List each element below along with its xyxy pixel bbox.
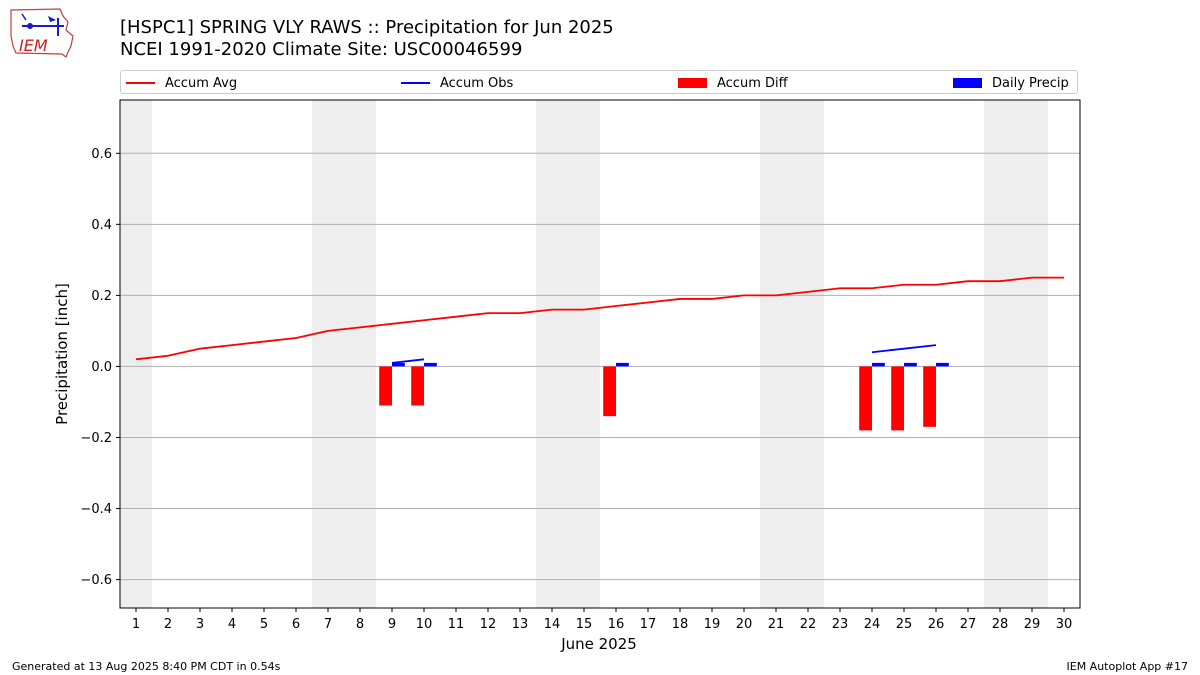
y-gridlines: [120, 152, 1080, 581]
plot-frame: [119, 99, 1081, 609]
y-tick-label: −0.2: [80, 431, 112, 446]
accum-avg-line: [135, 276, 1064, 361]
weekend-shade-day-8: [344, 100, 376, 608]
generated-timestamp: Generated at 13 Aug 2025 8:40 PM CDT in …: [12, 660, 281, 673]
weekend-shade-day-7: [312, 100, 344, 608]
daily-precip-bar-day-25: [904, 362, 917, 367]
daily-precip-bar-day-16: [616, 362, 629, 367]
x-tick-label: 27: [960, 617, 977, 632]
x-tick-label: 20: [736, 617, 753, 632]
chart-title: [HSPC1] SPRING VLY RAWS :: Precipitation…: [120, 17, 614, 38]
weekend-shading: [120, 100, 1048, 608]
legend-item-daily-precip: Daily Precip: [953, 74, 1069, 92]
legend-item-accum-obs: Accum Obs: [401, 74, 513, 92]
daily-precip-bar-day-10: [424, 362, 437, 367]
weekend-shade-day-1: [120, 100, 152, 608]
legend-item-accum-avg: Accum Avg: [126, 74, 237, 92]
x-tick-label: 4: [228, 617, 236, 632]
accum-diff-bar-day-9: [379, 366, 392, 406]
y-tick-label: −0.6: [80, 573, 112, 588]
x-axis-label: June 2025: [560, 635, 637, 653]
legend-swatch-accum-obs: [401, 82, 430, 84]
legend-label-accum-avg: Accum Avg: [165, 75, 238, 91]
accum-diff-bar-day-10: [411, 366, 424, 406]
y-axis-ticks: −0.6 −0.4 −0.2 0.0 0.2 0.4 0.6: [80, 147, 120, 588]
x-tick-label: 5: [260, 617, 268, 632]
accum-obs-line-segment-1: [391, 358, 425, 364]
chart-legend: Accum Avg Accum Obs Accum Diff Daily Pre…: [120, 70, 1078, 94]
x-tick-label: 11: [448, 617, 465, 632]
x-tick-label: 29: [1024, 617, 1041, 632]
daily-precip-bar-day-26: [936, 362, 949, 367]
weekend-shade-day-22: [792, 100, 824, 608]
legend-item-accum-diff: Accum Diff: [678, 74, 788, 92]
legend-label-accum-diff: Accum Diff: [717, 75, 788, 91]
x-tick-label: 16: [608, 617, 625, 632]
legend-label-accum-obs: Accum Obs: [440, 75, 514, 91]
x-tick-label: 17: [640, 617, 657, 632]
legend-swatch-accum-avg: [126, 82, 155, 84]
iem-logo: IEM: [10, 8, 74, 58]
line-marks: [135, 276, 1064, 364]
x-tick-label: 2: [164, 617, 172, 632]
y-axis-label: Precipitation [inch]: [53, 283, 71, 425]
x-tick-label: 25: [896, 617, 913, 632]
x-tick-label: 21: [768, 617, 785, 632]
daily-precip-bar-day-9: [392, 362, 405, 367]
y-tick-label: 0.2: [91, 289, 112, 304]
x-tick-label: 23: [832, 617, 849, 632]
x-tick-label: 9: [388, 617, 396, 632]
x-tick-label: 22: [800, 617, 817, 632]
legend-swatch-daily-precip: [953, 78, 982, 88]
y-tick-label: 0.4: [91, 218, 112, 233]
legend-swatch-accum-diff: [678, 78, 707, 88]
y-tick-label: −0.4: [80, 502, 112, 517]
x-tick-label: 30: [1056, 617, 1073, 632]
x-tick-label: 7: [324, 617, 332, 632]
x-tick-label: 18: [672, 617, 689, 632]
accum-diff-bar-day-26: [923, 366, 936, 427]
app-credit: IEM Autoplot App #17: [1066, 660, 1189, 673]
x-tick-label: 15: [576, 617, 593, 632]
accum-diff-bar-day-25: [891, 366, 904, 431]
accum-obs-line-segment-2: [871, 344, 937, 354]
logo-text: IEM: [19, 36, 48, 55]
x-tick-label: 26: [928, 617, 945, 632]
x-tick-label: 28: [992, 617, 1009, 632]
weekend-shade-day-21: [760, 100, 792, 608]
x-tick-label: 12: [480, 617, 497, 632]
chart-subtitle: NCEI 1991-2020 Climate Site: USC00046599: [120, 39, 523, 60]
x-tick-label: 10: [416, 617, 433, 632]
accum-diff-bar-day-16: [603, 366, 616, 417]
x-tick-label: 1: [132, 617, 140, 632]
weekend-shade-day-29: [1016, 100, 1048, 608]
x-tick-label: 6: [292, 617, 300, 632]
y-tick-label: 0.6: [91, 147, 112, 162]
legend-label-daily-precip: Daily Precip: [992, 75, 1069, 91]
weekend-shade-day-14: [536, 100, 568, 608]
x-tick-label: 8: [356, 617, 364, 632]
x-tick-label: 19: [704, 617, 721, 632]
daily-precip-bar-day-24: [872, 362, 885, 367]
x-tick-label: 24: [864, 617, 881, 632]
x-axis-ticks: 1 2 3 4 5 6 7 8 9 10 11 12 13 14 15 16 17 18 19 20 21 22 23 24 2…: [132, 608, 1072, 632]
x-tick-label: 13: [512, 617, 529, 632]
y-tick-label: 0.0: [91, 360, 112, 375]
weekend-shade-day-15: [568, 100, 600, 608]
weekend-shade-day-28: [984, 100, 1016, 608]
bar-marks: [379, 362, 949, 431]
x-tick-label: 14: [544, 617, 561, 632]
x-tick-label: 3: [196, 617, 204, 632]
accum-diff-bar-day-24: [859, 366, 872, 431]
